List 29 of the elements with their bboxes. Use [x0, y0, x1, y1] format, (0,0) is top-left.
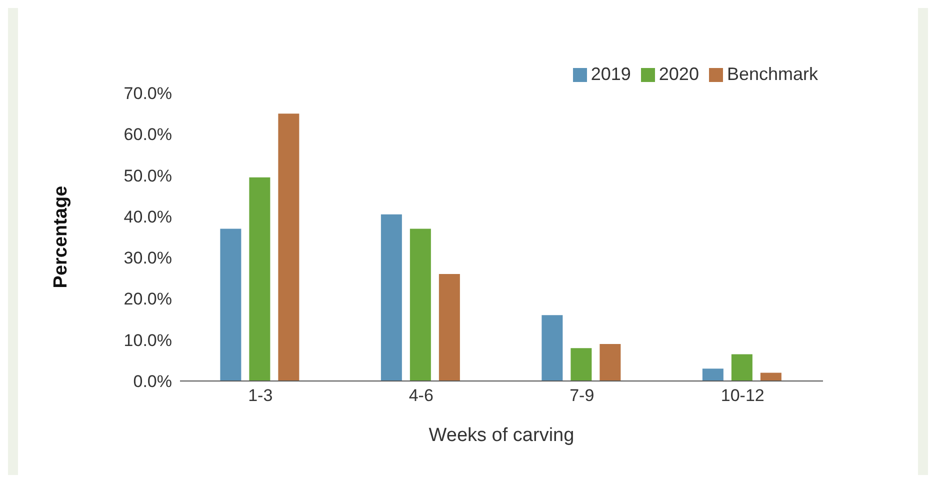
bar: [380, 214, 402, 381]
y-tick-label: 10.0%: [124, 330, 172, 350]
legend-label: 2019: [590, 64, 631, 84]
x-tick-label: 10-12: [720, 386, 764, 406]
y-axis-title: Percentage: [50, 186, 72, 288]
legend-label: Benchmark: [726, 64, 818, 84]
y-tick-label: 40.0%: [124, 207, 172, 226]
bar: [249, 177, 270, 381]
y-tick-label: 0.0%: [133, 372, 172, 392]
bar: [731, 354, 752, 381]
bar: [410, 228, 431, 381]
bar: [438, 274, 460, 381]
bar: [220, 228, 242, 381]
bar: [600, 344, 621, 381]
y-tick-label: 60.0%: [124, 125, 172, 144]
legend-label: 2020: [658, 64, 699, 84]
bar: [702, 368, 724, 381]
bar: [542, 315, 563, 381]
x-tick-label: 1-3: [248, 386, 273, 406]
x-tick-label: 4-6: [408, 386, 434, 406]
y-tick-label: 20.0%: [124, 290, 172, 309]
x-tick-label: 7-9: [570, 386, 594, 406]
bar: [570, 348, 592, 381]
bar: [278, 114, 300, 381]
y-tick-label: 70.0%: [124, 84, 172, 104]
y-tick-label: 50.0%: [124, 166, 172, 186]
x-axis-title: Weeks of carving: [428, 425, 574, 446]
y-tick-label: 30.0%: [124, 248, 172, 268]
bar: [760, 372, 782, 381]
